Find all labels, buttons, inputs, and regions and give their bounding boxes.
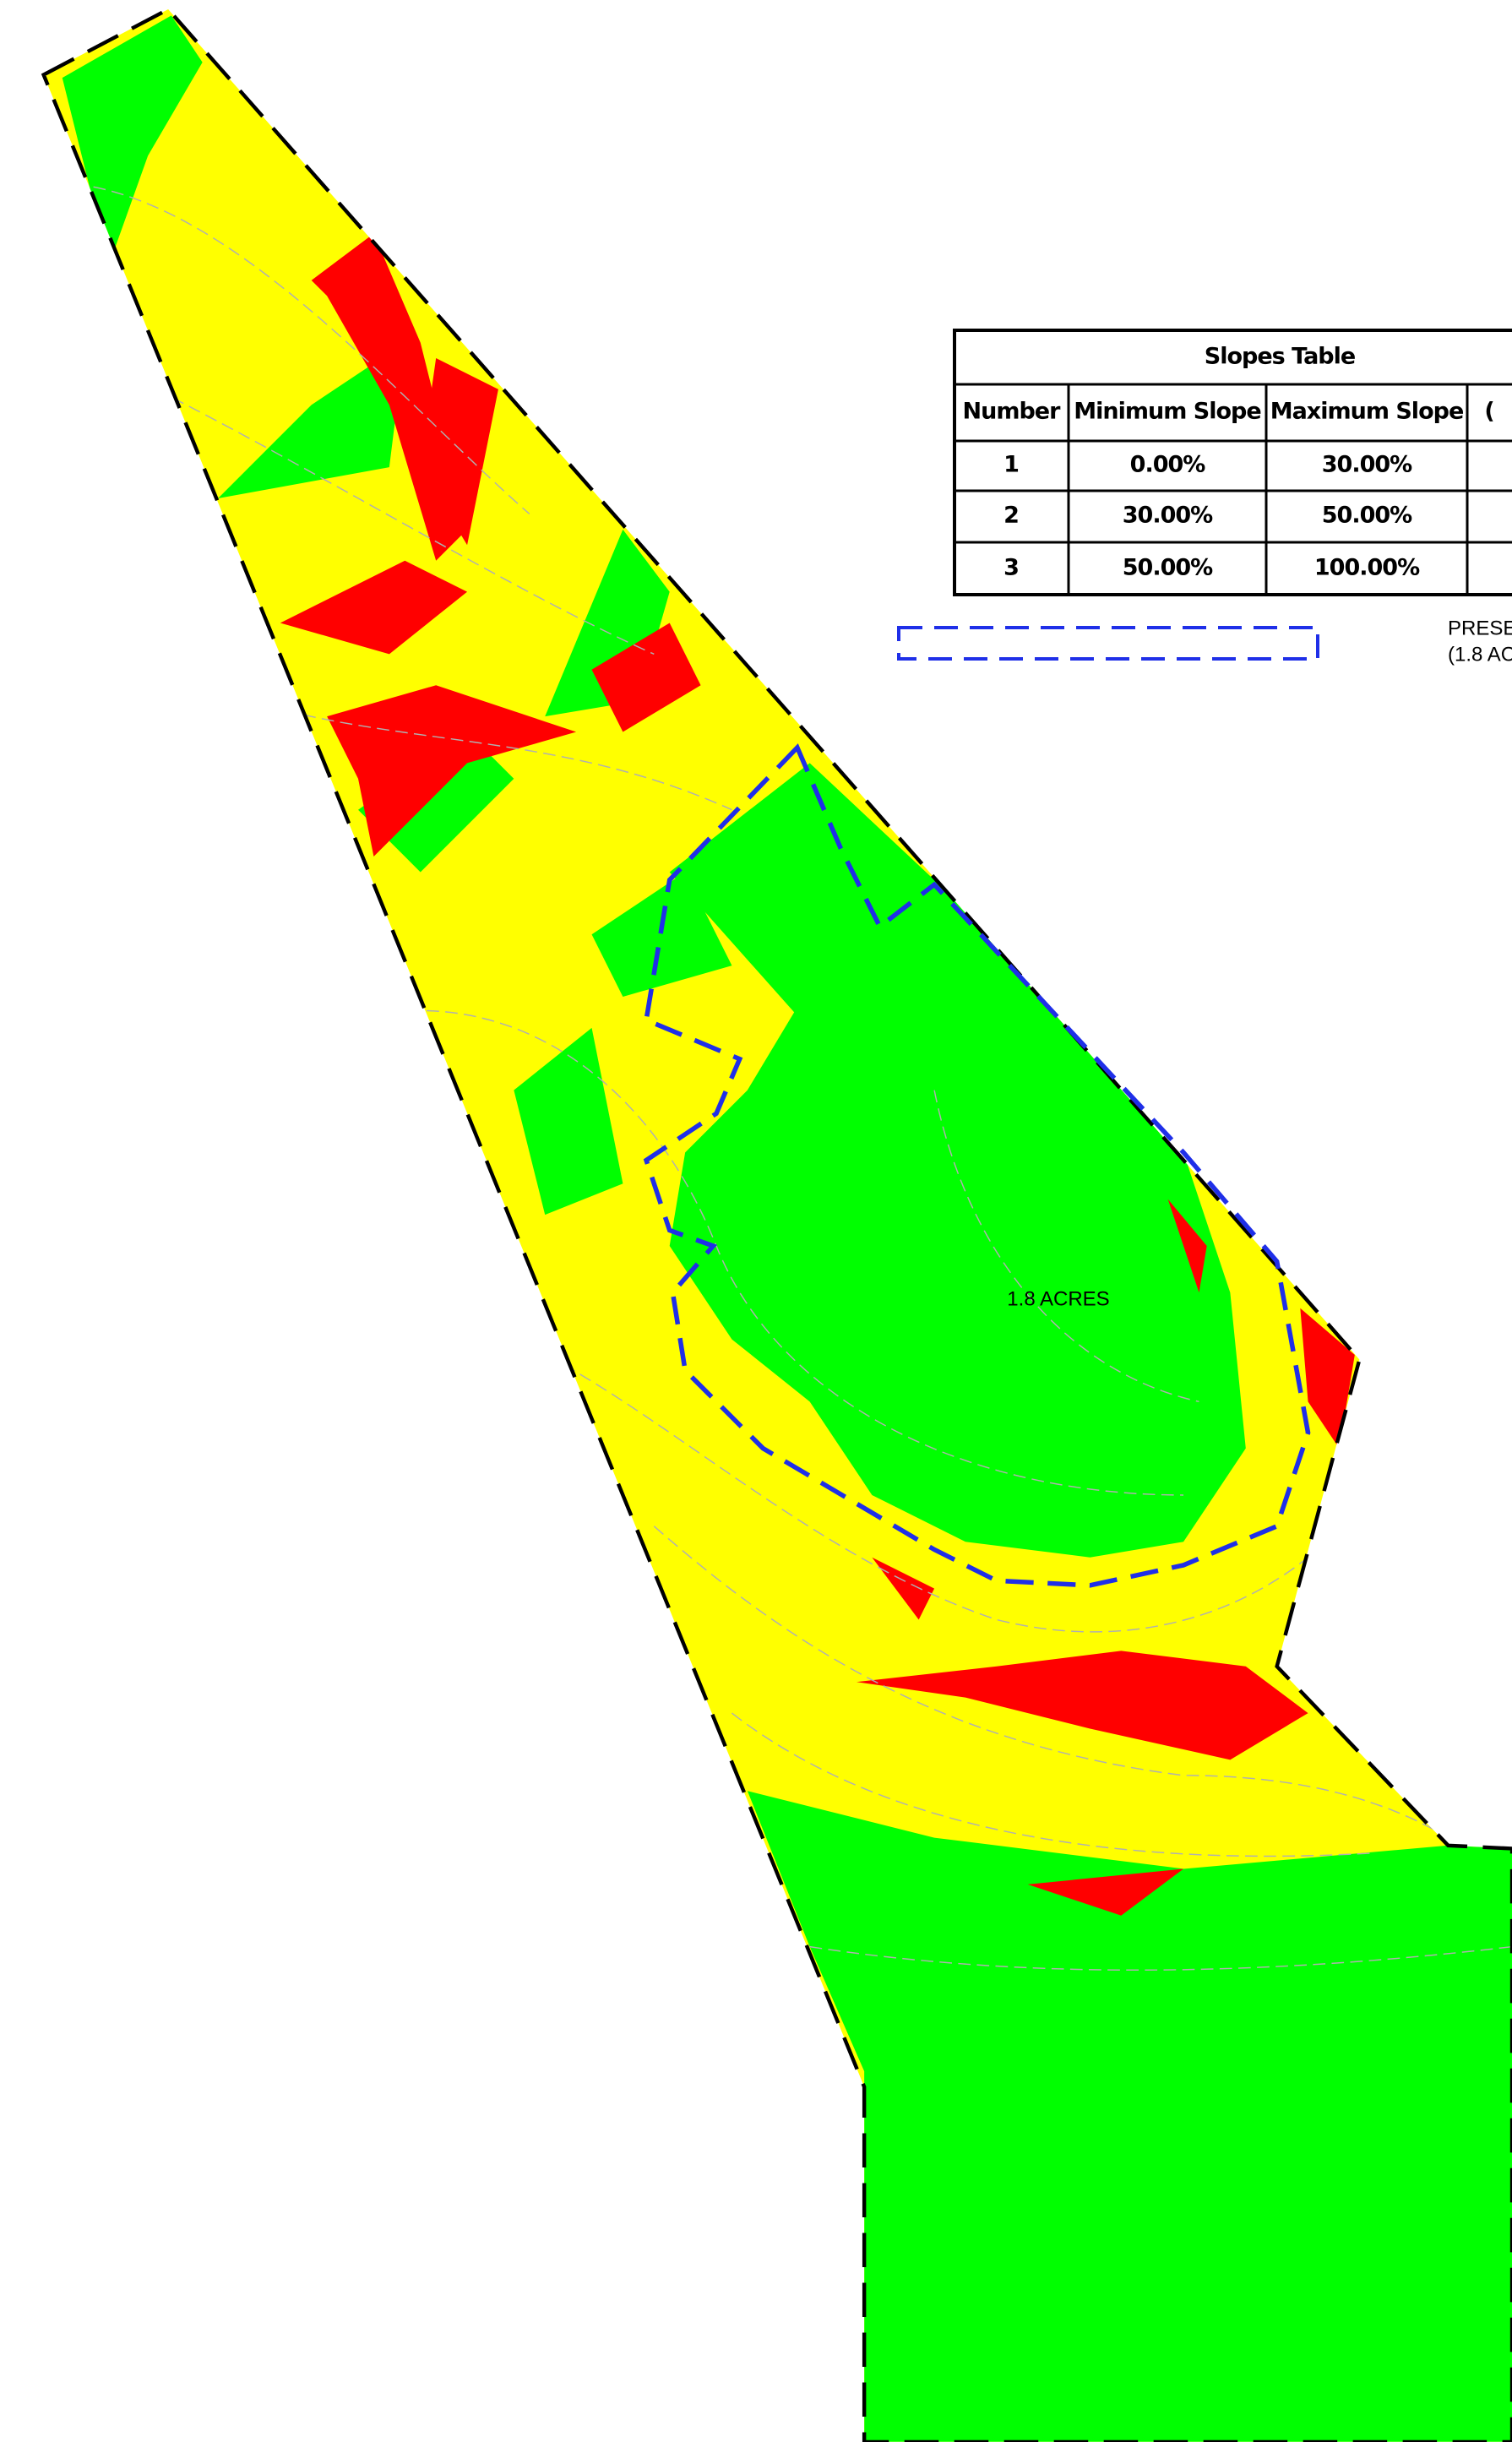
legend-swatch [897,626,1319,661]
legend-text: PRESE [1448,617,1512,639]
table-header: ( [1484,399,1493,425]
table-cell: 30.00% [1322,452,1412,478]
table-header: Minimum Slope [1074,399,1260,425]
legend-text: (1.8 AC [1448,643,1512,666]
table-header: Maximum Slope [1270,399,1464,425]
table-cell: 3 [1003,555,1019,581]
table-header: Number [963,399,1062,425]
preserve-boundary [643,743,1311,1588]
slope-zone-low [62,15,1512,2442]
table-cell: 1 [1003,452,1019,478]
table-cell: 0.00% [1130,452,1206,478]
table-rules [955,383,1512,595]
contour-lines [93,186,1512,1971]
table-title: Slopes Table [1205,344,1355,370]
table-cell: 50.00% [1322,503,1412,529]
slopes-table: Slopes Table [953,329,1512,596]
site-boundary [41,7,1512,2442]
table-cell: 100.00% [1314,555,1420,581]
table-cell: 30.00% [1123,503,1213,529]
table-cell: 50.00% [1123,555,1213,581]
area-label: 1.8 ACRES [1007,1287,1109,1310]
table-cell: 2 [1003,503,1019,529]
table-frame [953,329,1512,596]
